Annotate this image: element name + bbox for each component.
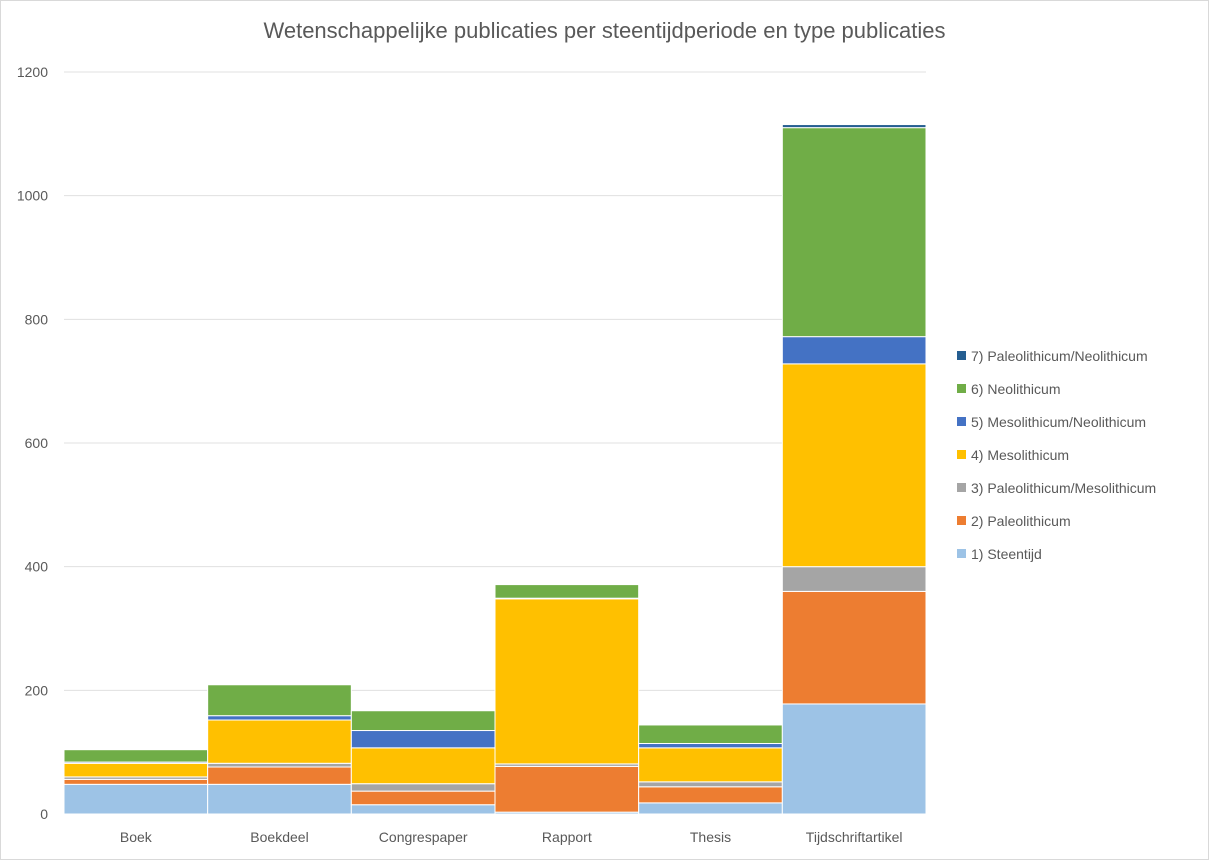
bar-segment (63, 778, 209, 785)
bar-segment (781, 336, 927, 365)
legend-label: 5) Mesolithicum/Neolithicum (971, 414, 1146, 430)
bar-segment (638, 743, 783, 749)
y-tick-label: 200 (25, 682, 49, 698)
legend-label: 7) Paleolithicum/Neolithicum (971, 348, 1148, 364)
bar-segment (207, 783, 352, 815)
legend-swatch (957, 516, 966, 525)
bar-segment (63, 783, 209, 815)
legend-swatch (957, 549, 966, 558)
bar-segment (494, 765, 640, 813)
legend-label: 4) Mesolithicum (971, 447, 1069, 463)
bar-segment (781, 124, 927, 129)
bar-segment (207, 719, 352, 764)
y-tick-label: 400 (25, 559, 49, 575)
x-tick-label: Rapport (542, 829, 592, 845)
bar-segment (63, 762, 209, 778)
legend-swatch (957, 450, 966, 459)
bars (63, 124, 927, 815)
bar-segment (638, 786, 783, 804)
legend-label: 2) Paleolithicum (971, 513, 1071, 529)
legend-label: 1) Steentijd (971, 546, 1042, 562)
y-tick-label: 600 (25, 435, 49, 451)
bar-segment (781, 590, 927, 705)
bar-segment (350, 710, 496, 732)
legend-label: 6) Neolithicum (971, 381, 1060, 397)
x-tick-label: Congrespaper (379, 829, 468, 845)
bar-segment (638, 802, 783, 815)
bar-segment (638, 724, 783, 745)
bar-segment (207, 684, 352, 717)
bar-segment (350, 747, 496, 785)
bar-segment (494, 598, 640, 765)
legend-swatch (957, 351, 966, 360)
x-tick-label: Thesis (690, 829, 731, 845)
y-axis-ticks: 0 200 400 600 800 1000 1200 (17, 64, 48, 822)
x-axis-ticks: Boek Boekdeel Congrespaper Rapport Thesis Tij… (120, 829, 903, 845)
bar-segment (350, 730, 496, 749)
bar-segment (781, 127, 927, 338)
y-tick-label: 1200 (17, 64, 48, 80)
y-tick-label: 800 (25, 311, 49, 327)
legend-swatch (957, 417, 966, 426)
x-tick-label: Boek (120, 829, 153, 845)
bar-segment (350, 790, 496, 806)
bar-segment (350, 804, 496, 815)
legend-swatch (957, 384, 966, 393)
x-tick-label: Tijdschriftartikel (806, 829, 903, 845)
bar-segment (63, 749, 209, 763)
bar-segment (350, 783, 496, 792)
chart-title: Wetenschappelijke publicaties per steent… (263, 18, 946, 43)
legend-label: 3) Paleolithicum/Mesolithicum (971, 480, 1156, 496)
bar-segment (638, 747, 783, 783)
legend-swatch (957, 483, 966, 492)
bar-segment (494, 584, 640, 599)
bar-segment (207, 715, 352, 721)
bar-segment (638, 781, 783, 788)
y-tick-label: 1000 (17, 188, 48, 204)
x-tick-label: Boekdeel (250, 829, 308, 845)
y-tick-label: 0 (40, 806, 48, 822)
bar-segment (207, 766, 352, 785)
bar-segment (781, 363, 927, 568)
bar-segment (207, 762, 352, 768)
bar-segment (781, 566, 927, 592)
bar-segment (781, 703, 927, 815)
legend: 7) Paleolithicum/Neolithicum 6) Neolithic… (957, 348, 1156, 562)
